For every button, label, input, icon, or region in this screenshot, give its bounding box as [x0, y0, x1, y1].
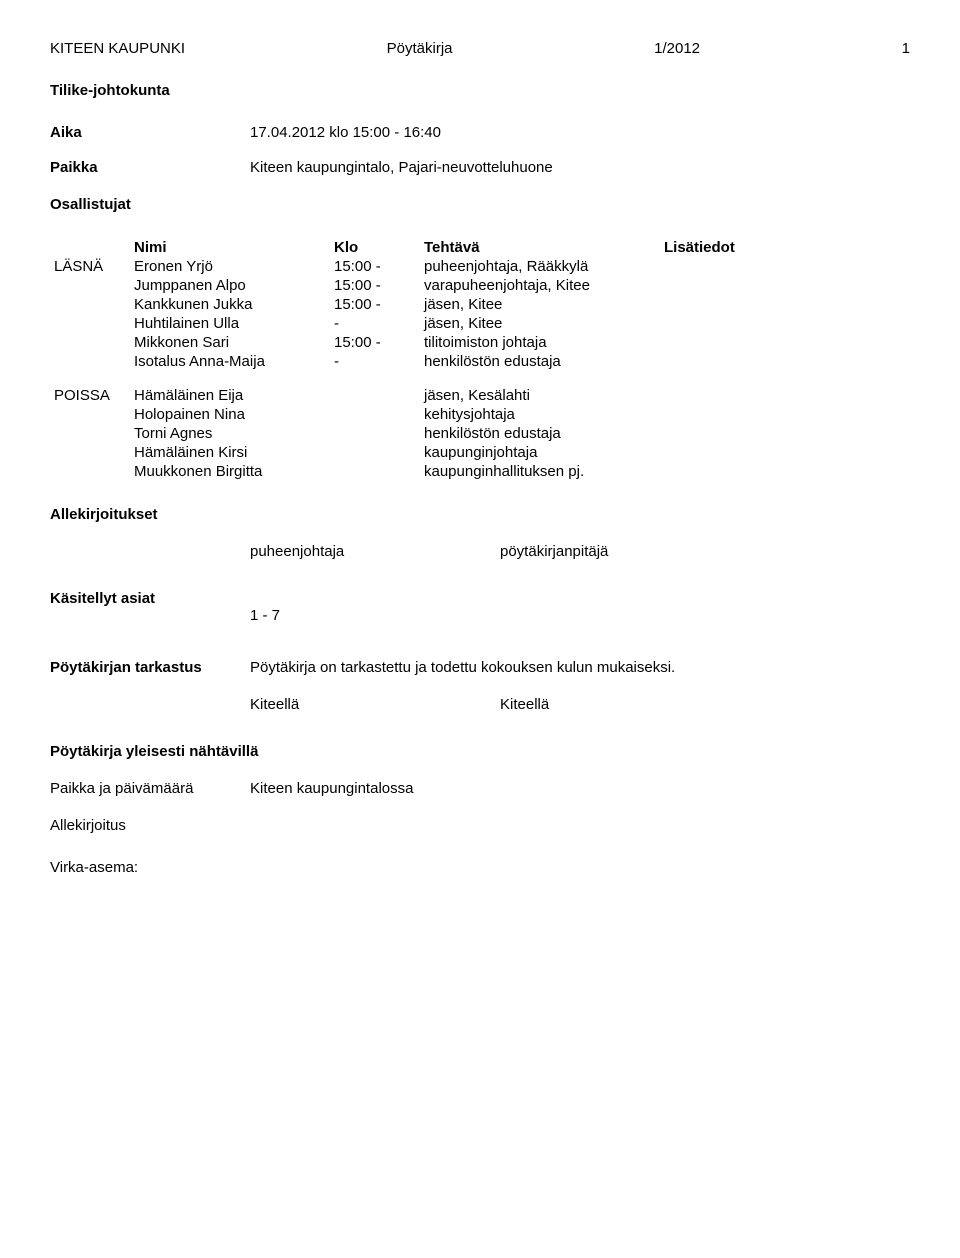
- table-row: POISSA Hämäläinen Eija jäsen, Kesälahti: [50, 386, 910, 405]
- participant-task: henkilöstön edustaja: [420, 352, 660, 371]
- table-row: Torni Agnes henkilöstön edustaja: [50, 424, 910, 443]
- table-row: LÄSNÄ Eronen Yrjö 15:00 - puheenjohtaja,…: [50, 257, 910, 276]
- participant-klo: 15:00 -: [330, 333, 420, 352]
- table-row: Isotalus Anna-Maija - henkilöstön edusta…: [50, 352, 910, 371]
- org-name: KITEEN KAUPUNKI: [50, 40, 185, 57]
- table-row: Mikkonen Sari 15:00 - tilitoimiston joht…: [50, 333, 910, 352]
- participant-task: kaupunginjohtaja: [420, 443, 660, 462]
- participant-task: varapuheenjohtaja, Kitee: [420, 276, 660, 295]
- signatures-heading: Allekirjoitukset: [50, 506, 910, 523]
- public-display-section: Pöytäkirja yleisesti nähtävillä Paikka j…: [50, 743, 910, 876]
- participant-name: Huhtilainen Ulla: [130, 314, 330, 333]
- participant-task: jäsen, Kitee: [420, 314, 660, 333]
- table-row: Huhtilainen Ulla - jäsen, Kitee: [50, 314, 910, 333]
- document-header: KITEEN KAUPUNKI Pöytäkirja 1/2012 1: [50, 40, 910, 57]
- participant-klo: -: [330, 314, 420, 333]
- participant-task: jäsen, Kesälahti: [420, 386, 660, 405]
- participant-task: tilitoimiston johtaja: [420, 333, 660, 352]
- table-row: Jumppanen Alpo 15:00 - varapuheenjohtaja…: [50, 276, 910, 295]
- handled-section: Käsitellyt asiat 1 - 7: [50, 590, 910, 624]
- signatures-section: Allekirjoitukset puheenjohtaja pöytäkirj…: [50, 506, 910, 560]
- participant-klo: 15:00 -: [330, 257, 420, 276]
- committee-name: Tilike-johtokunta: [50, 82, 910, 99]
- table-row: Muukkonen Birgitta kaupunginhallituksen …: [50, 462, 910, 481]
- paikka-label: Paikka: [50, 159, 250, 176]
- aika-value: 17.04.2012 klo 15:00 - 16:40: [250, 124, 441, 141]
- table-header-row: Nimi Klo Tehtävä Lisätiedot: [50, 238, 910, 257]
- table-row: Hämäläinen Kirsi kaupunginjohtaja: [50, 443, 910, 462]
- place-value: Kiteen kaupungintalossa: [250, 780, 413, 797]
- allekirjoitus-label: Allekirjoitus: [50, 817, 250, 834]
- participant-klo: [330, 386, 420, 405]
- participant-name: Torni Agnes: [130, 424, 330, 443]
- table-row: Kankkunen Jukka 15:00 - jäsen, Kitee: [50, 295, 910, 314]
- handled-heading: Käsitellyt asiat: [50, 590, 910, 607]
- review-city2: Kiteellä: [500, 696, 750, 713]
- present-label: LÄSNÄ: [50, 257, 130, 276]
- col-header-info: Lisätiedot: [660, 238, 910, 257]
- col-header-name: Nimi: [130, 238, 330, 257]
- participant-klo: [330, 462, 420, 481]
- doc-type: Pöytäkirja: [387, 40, 453, 57]
- review-section: Pöytäkirjan tarkastus Pöytäkirja on tark…: [50, 659, 910, 713]
- participant-klo: 15:00 -: [330, 295, 420, 314]
- secretary-label: pöytäkirjanpitäjä: [500, 543, 750, 560]
- participant-task: puheenjohtaja, Rääkkylä: [420, 257, 660, 276]
- participant-klo: -: [330, 352, 420, 371]
- participant-klo: [330, 443, 420, 462]
- participant-klo: [330, 405, 420, 424]
- absent-label: POISSA: [50, 386, 130, 405]
- participant-name: Hämäläinen Kirsi: [130, 443, 330, 462]
- participant-klo: 15:00 -: [330, 276, 420, 295]
- participant-task: kaupunginhallituksen pj.: [420, 462, 660, 481]
- public-heading: Pöytäkirja yleisesti nähtävillä: [50, 743, 910, 760]
- participant-task: henkilöstön edustaja: [420, 424, 660, 443]
- participants-table: Nimi Klo Tehtävä Lisätiedot LÄSNÄ Eronen…: [50, 238, 910, 481]
- participant-name: Kankkunen Jukka: [130, 295, 330, 314]
- review-heading: Pöytäkirjan tarkastus: [50, 659, 250, 676]
- page-number: 1: [902, 40, 910, 57]
- review-city1: Kiteellä: [250, 696, 500, 713]
- paikka-value: Kiteen kaupungintalo, Pajari-neuvotteluh…: [250, 159, 553, 176]
- chair-label: puheenjohtaja: [250, 543, 500, 560]
- doc-number: 1/2012: [654, 40, 700, 57]
- place-row: Paikka Kiteen kaupungintalo, Pajari-neuv…: [50, 159, 910, 176]
- participant-klo: [330, 424, 420, 443]
- participant-name: Isotalus Anna-Maija: [130, 352, 330, 371]
- participant-name: Mikkonen Sari: [130, 333, 330, 352]
- participant-name: Eronen Yrjö: [130, 257, 330, 276]
- handled-range: 1 - 7: [50, 607, 910, 624]
- table-row: Holopainen Nina kehitysjohtaja: [50, 405, 910, 424]
- participant-name: Jumppanen Alpo: [130, 276, 330, 295]
- col-header-klo: Klo: [330, 238, 420, 257]
- aika-label: Aika: [50, 124, 250, 141]
- participants-heading: Osallistujat: [50, 196, 910, 213]
- participant-name: Holopainen Nina: [130, 405, 330, 424]
- review-text: Pöytäkirja on tarkastettu ja todettu kok…: [250, 659, 675, 676]
- time-row: Aika 17.04.2012 klo 15:00 - 16:40: [50, 124, 910, 141]
- col-header-task: Tehtävä: [420, 238, 660, 257]
- participant-task: kehitysjohtaja: [420, 405, 660, 424]
- participant-task: jäsen, Kitee: [420, 295, 660, 314]
- participant-name: Hämäläinen Eija: [130, 386, 330, 405]
- place-label: Paikka ja päivämäärä: [50, 780, 250, 797]
- virka-label: Virka-asema:: [50, 859, 910, 876]
- participant-name: Muukkonen Birgitta: [130, 462, 330, 481]
